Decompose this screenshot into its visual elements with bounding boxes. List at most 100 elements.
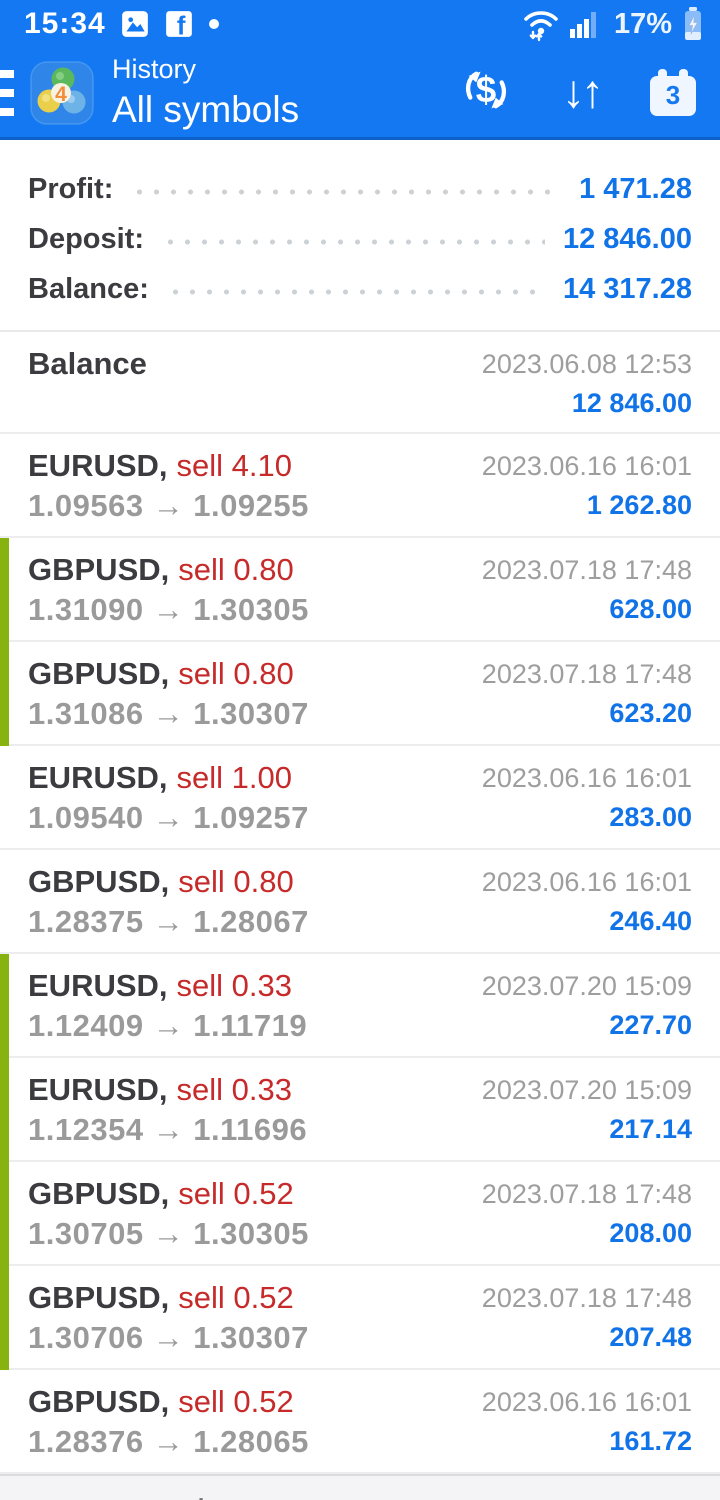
trade-row[interactable]: GBPUSD, sell 0.80 1.31086 → 1.30307 2023.… — [0, 642, 720, 746]
trade-symbol: EURUSD, — [28, 448, 168, 483]
nav-charts-icon[interactable] — [142, 1487, 232, 1500]
nav-news-icon[interactable] — [488, 1487, 578, 1500]
trade-deal: sell 0.33 — [176, 968, 292, 1003]
trade-profit: 1 262.80 — [586, 490, 692, 520]
trade-deal: sell 0.52 — [178, 1384, 294, 1419]
trade-symbol: GBPUSD, — [28, 552, 170, 587]
trade-deal: sell 0.52 — [178, 1176, 294, 1211]
trade-time: 2023.07.18 17:48 — [481, 659, 692, 689]
entry-amount: 12 846.00 — [571, 388, 692, 418]
trade-prices: 1.12354 → 1.11696 — [28, 1112, 308, 1147]
svg-text:4: 4 — [55, 83, 67, 106]
trade-deal: sell 0.80 — [178, 656, 294, 691]
profit-value: 1 471.28 — [579, 172, 692, 205]
trade-row[interactable]: GBPUSD, sell 0.80 1.28375 → 1.28067 2023.… — [0, 850, 720, 954]
notification-dot — [208, 18, 220, 30]
trade-deal: sell 0.33 — [176, 1072, 292, 1107]
trade-profit: 623.20 — [609, 698, 692, 728]
calendar-icon[interactable]: 3 — [650, 68, 696, 116]
currency-exchange-icon[interactable]: $ — [460, 64, 512, 121]
nav-trade-icon[interactable] — [257, 1487, 347, 1500]
trade-profit: 283.00 — [609, 802, 692, 832]
profit-label: Profit: — [28, 172, 114, 205]
trade-symbol: GBPUSD, — [28, 1384, 170, 1419]
trade-deal: sell 4.10 — [176, 448, 292, 483]
account-summary: Profit: 1 471.28 Deposit: 12 846.00 Bala… — [0, 140, 720, 330]
summary-row-profit: Profit: 1 471.28 — [28, 164, 692, 214]
battery-percent: 17% — [613, 7, 672, 40]
battery-charging-icon — [682, 6, 704, 42]
status-time: 15:34 — [24, 7, 106, 40]
dotted-leader — [162, 239, 545, 245]
trade-profit: 227.70 — [609, 1010, 692, 1040]
balance-label: Balance: — [28, 272, 149, 305]
trade-profit: 628.00 — [609, 594, 692, 624]
trade-symbol: GBPUSD, — [28, 656, 170, 691]
trade-time: 2023.07.18 17:48 — [481, 1179, 692, 1209]
wifi-data-icon — [520, 6, 560, 42]
trade-time: 2023.07.18 17:48 — [481, 555, 692, 585]
trade-symbol: EURUSD, — [28, 1072, 168, 1107]
balance-entry-row[interactable]: Balance 2023.06.08 12:53 12 846.00 — [0, 332, 720, 434]
svg-text:f: f — [177, 13, 186, 39]
trade-time: 2023.06.16 16:01 — [481, 867, 692, 897]
trade-deal: sell 0.80 — [178, 864, 294, 899]
trade-deal: sell 0.52 — [178, 1280, 294, 1315]
trade-deal: sell 0.80 — [178, 552, 294, 587]
trade-symbol: GBPUSD, — [28, 864, 170, 899]
trade-prices: 1.30705 → 1.30305 — [28, 1216, 309, 1251]
deposit-label: Deposit: — [28, 222, 144, 255]
calendar-day: 3 — [665, 80, 681, 110]
trade-row[interactable]: EURUSD, sell 1.00 1.09540 → 1.09257 2023.… — [0, 746, 720, 850]
trade-row[interactable]: GBPUSD, sell 0.52 1.28376 → 1.28065 2023.… — [0, 1370, 720, 1474]
section-divider — [0, 330, 720, 332]
trade-deal: sell 1.00 — [176, 760, 292, 795]
entry-label: Balance — [28, 346, 147, 381]
trade-symbol: EURUSD, — [28, 760, 168, 795]
trade-time: 2023.07.18 17:48 — [481, 1283, 692, 1313]
status-bar: 15:34 f — [0, 0, 720, 48]
trade-prices: 1.09540 → 1.09257 — [28, 800, 309, 835]
facebook-icon: f — [164, 9, 194, 39]
trade-symbol: EURUSD, — [28, 968, 168, 1003]
trade-profit: 246.40 — [609, 906, 692, 936]
trade-row[interactable]: GBPUSD, sell 0.52 1.30705 → 1.30305 2023.… — [0, 1162, 720, 1266]
summary-row-deposit: Deposit: 12 846.00 — [28, 214, 692, 264]
menu-icon[interactable] — [0, 69, 14, 116]
nav-quotes-icon[interactable] — [27, 1487, 117, 1500]
trade-profit: 208.00 — [609, 1218, 692, 1248]
page-subtitle: All symbols — [112, 88, 300, 130]
cell-signal-icon — [569, 8, 598, 40]
trade-row[interactable]: EURUSD, sell 0.33 1.12354 → 1.11696 2023.… — [0, 1058, 720, 1162]
nav-history-icon[interactable] — [373, 1487, 463, 1500]
trade-time: 2023.07.20 15:09 — [481, 1075, 692, 1105]
trade-time: 2023.06.16 16:01 — [481, 451, 692, 481]
trade-time: 2023.06.16 16:01 — [481, 763, 692, 793]
app-header: 4 History All symbols $ ↓↑ 3 — [0, 48, 720, 140]
trade-symbol: GBPUSD, — [28, 1280, 170, 1315]
trade-prices: 1.09563 → 1.09255 — [28, 488, 309, 523]
trade-profit: 207.48 — [609, 1322, 692, 1352]
bottom-nav — [0, 1474, 720, 1500]
trade-profit: 161.72 — [609, 1426, 692, 1456]
trade-row[interactable]: GBPUSD, sell 0.52 1.30706 → 1.30307 2023.… — [0, 1266, 720, 1370]
trade-row[interactable]: EURUSD, sell 4.10 1.09563 → 1.09255 2023.… — [0, 434, 720, 538]
entry-time: 2023.06.08 12:53 — [481, 349, 692, 379]
balance-value: 14 317.28 — [562, 272, 692, 305]
summary-row-balance: Balance: 14 317.28 — [28, 264, 692, 314]
trade-prices: 1.30706 → 1.30307 — [28, 1320, 309, 1355]
trade-prices: 1.12409 → 1.11719 — [28, 1008, 308, 1043]
trade-profit: 217.14 — [609, 1114, 692, 1144]
svg-text:$: $ — [476, 69, 496, 110]
trade-row[interactable]: GBPUSD, sell 0.80 1.31090 → 1.30305 2023.… — [0, 538, 720, 642]
trade-row[interactable]: EURUSD, sell 0.33 1.12409 → 1.11719 2023.… — [0, 954, 720, 1058]
metatrader4-logo: 4 — [30, 60, 94, 125]
deposit-value: 12 846.00 — [562, 222, 692, 255]
trade-time: 2023.07.20 15:09 — [481, 971, 692, 1001]
trade-symbol: GBPUSD, — [28, 1176, 170, 1211]
sort-icon[interactable]: ↓↑ — [562, 64, 604, 117]
dotted-leader — [131, 189, 562, 195]
trade-prices: 1.28375 → 1.28067 — [28, 904, 309, 939]
trade-prices: 1.31090 → 1.30305 — [28, 592, 309, 627]
nav-messages-icon[interactable] — [603, 1487, 693, 1500]
